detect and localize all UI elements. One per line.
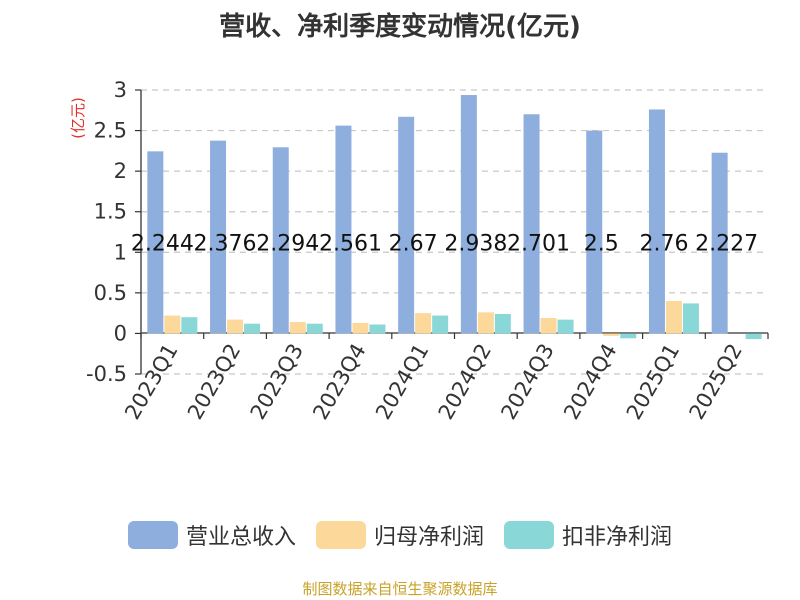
bar-3 [306,323,323,334]
legend-swatch [504,521,554,549]
data-label: 2.76 [639,232,688,257]
x-tick-label: 2023Q3 [246,340,308,424]
y-tick-label: 0 [114,321,127,345]
bar-1 [335,125,352,334]
bar-1 [147,151,164,334]
y-tick-label: -0.5 [86,362,127,386]
legend-swatch [127,521,178,549]
bar-2 [540,318,557,334]
bar-3 [369,324,386,334]
x-tick-label: 2023Q2 [183,340,245,424]
bar-3 [745,333,762,340]
bar-1 [210,140,227,334]
data-labels: 2.244 2.376 2.294 2.561 2.67 2.938 2.701 2.5 2.7… [131,232,758,257]
data-label: 2.5 [584,232,619,257]
y-tick-label: 1 [114,240,127,264]
bar-2 [477,312,494,334]
bar-3 [432,315,449,334]
bar-3 [494,313,511,334]
y-tick-label: 2 [114,159,127,183]
x-tick-label: 2024Q2 [434,339,496,423]
legend: 营业总收入 归母净利润 扣非净利润 [0,519,800,551]
legend-swatch [315,521,366,549]
y-tick-label: 2.5 [94,119,127,143]
data-label: 2.67 [389,232,438,257]
bar-1 [711,152,728,334]
bars [147,95,762,340]
x-tick-label: 2024Q1 [371,340,433,424]
legend-label: 扣非净利润 [562,525,673,550]
bar-2 [415,313,432,334]
y-tick-label: 1.5 [94,200,127,224]
bar-2 [227,319,244,334]
data-label: 2.227 [695,232,758,257]
legend-item[interactable]: 营业总收入 [127,519,296,551]
source-note: 制图数据来自恒生聚源数据库 [302,580,498,598]
bar-1 [648,109,665,334]
legend-label: 归母净利润 [373,525,484,550]
bar-2 [352,322,369,334]
bar-1 [460,95,477,334]
bar-2 [289,322,306,334]
bar-3 [181,317,198,334]
y-tick-label: 0.5 [94,281,127,305]
data-label: 2.294 [256,232,319,257]
legend-item[interactable]: 扣非净利润 [504,519,672,551]
bar-1 [523,114,540,334]
bar-1 [586,130,603,334]
bar-1 [398,116,415,334]
bar-3 [620,333,637,339]
bar-2 [164,315,181,334]
data-label: 2.376 [194,232,257,257]
bar-1 [272,147,289,334]
legend-item[interactable]: 归母净利润 [315,519,484,551]
bar-3 [244,323,261,334]
x-tick-label: 2024Q3 [496,340,558,424]
data-label: 2.701 [507,232,570,257]
bar-3 [682,303,699,334]
data-label: 2.561 [319,232,382,257]
bar-3 [557,319,574,334]
chart-title: 营收、净利季度变动情况(亿元) [219,12,581,42]
x-tick-label: 2024Q4 [559,340,621,424]
x-tick-label: 2025Q1 [622,340,684,424]
x-tick-label: 2023Q4 [308,340,370,424]
data-label: 2.244 [131,232,194,257]
y-axis-label: (亿元) [69,97,87,139]
x-tick-label: 2025Q2 [685,340,747,424]
legend-label: 营业总收入 [185,525,296,550]
x-tick-label: 2023Q1 [120,340,182,424]
data-label: 2.938 [444,232,507,257]
bar-2 [603,333,620,336]
y-tick-label: 3 [114,78,127,102]
bar-2 [665,300,682,334]
